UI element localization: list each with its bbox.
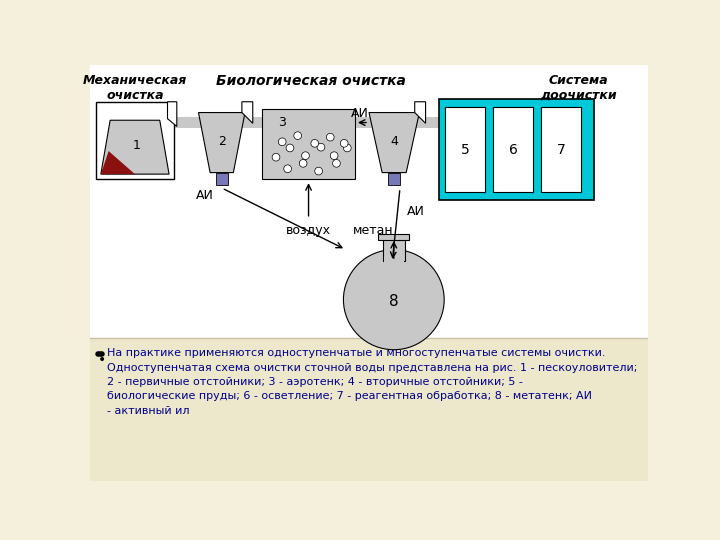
- Bar: [168, 117, 508, 128]
- Text: метан: метан: [353, 224, 393, 237]
- Text: 3: 3: [278, 116, 286, 129]
- Bar: [96, 102, 174, 179]
- Circle shape: [300, 159, 307, 167]
- Circle shape: [302, 152, 310, 159]
- Text: На практике применяются одноступенчатые и многоступенчатые системы очистки.
Одно: На практике применяются одноступенчатые …: [107, 348, 637, 416]
- Bar: [90, 338, 648, 481]
- Text: 8: 8: [389, 294, 399, 309]
- Circle shape: [272, 153, 280, 161]
- Bar: [383, 238, 405, 261]
- Circle shape: [315, 167, 323, 175]
- Circle shape: [333, 159, 341, 167]
- Text: 1: 1: [132, 139, 140, 152]
- Polygon shape: [369, 112, 419, 173]
- Bar: [384, 256, 404, 265]
- Polygon shape: [415, 102, 426, 123]
- Polygon shape: [242, 102, 253, 123]
- Bar: [387, 173, 400, 185]
- Text: 7: 7: [557, 143, 566, 157]
- Bar: [493, 107, 534, 192]
- Polygon shape: [199, 112, 245, 173]
- Text: •: •: [98, 353, 106, 367]
- Circle shape: [294, 132, 302, 139]
- Text: 6: 6: [509, 143, 518, 157]
- Bar: [378, 234, 409, 240]
- Text: 5: 5: [461, 143, 469, 157]
- Text: 2: 2: [218, 136, 225, 148]
- Bar: [90, 65, 648, 338]
- Circle shape: [279, 138, 286, 146]
- Text: АИ: АИ: [196, 189, 214, 202]
- Bar: [541, 107, 581, 192]
- Bar: [445, 107, 485, 192]
- Circle shape: [343, 144, 351, 152]
- Circle shape: [317, 143, 325, 151]
- Text: Механическая
очистка: Механическая очистка: [83, 74, 187, 102]
- Bar: [262, 110, 355, 179]
- Polygon shape: [101, 120, 169, 174]
- Polygon shape: [101, 151, 135, 174]
- Text: АИ: АИ: [407, 205, 424, 218]
- Circle shape: [286, 144, 294, 152]
- Polygon shape: [168, 102, 177, 126]
- Ellipse shape: [343, 249, 444, 350]
- Circle shape: [284, 165, 292, 173]
- Circle shape: [341, 139, 348, 147]
- Text: 4: 4: [391, 136, 398, 148]
- Circle shape: [311, 139, 319, 147]
- Text: Система
доочистки: Система доочистки: [540, 74, 616, 102]
- Circle shape: [330, 152, 338, 159]
- Text: воздух: воздух: [286, 224, 331, 237]
- Text: Биологическая очистка: Биологическая очистка: [216, 74, 406, 88]
- Bar: [215, 173, 228, 185]
- Circle shape: [326, 133, 334, 141]
- Bar: [438, 99, 594, 200]
- Text: АИ: АИ: [351, 107, 369, 120]
